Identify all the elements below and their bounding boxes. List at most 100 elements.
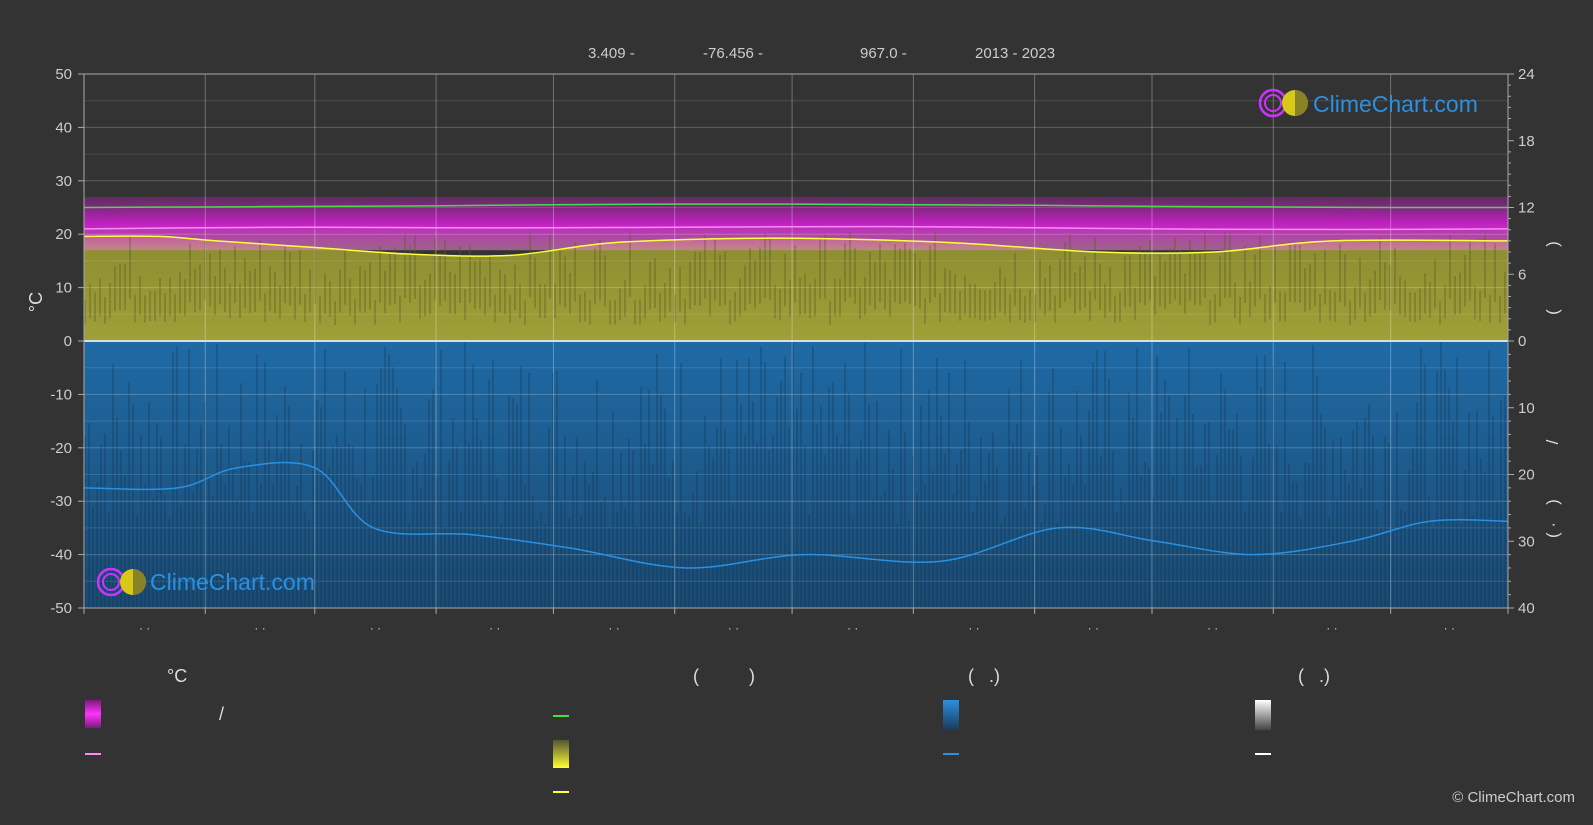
precip-texture-stripe (1452, 421, 1454, 608)
precip-texture-stripe (1336, 498, 1338, 608)
precip-texture-stripe (1068, 463, 1070, 608)
y-right-top-label-close: ) (1543, 241, 1562, 247)
precip-texture-stripe (888, 429, 890, 608)
precip-texture-stripe (1092, 362, 1094, 608)
precip-texture-stripe (88, 423, 90, 608)
logo-bottom-left[interactable]: ClimeChart.com (96, 567, 315, 597)
precip-texture-stripe (656, 354, 658, 608)
precip-texture-stripe (128, 381, 130, 608)
precip-texture-stripe (744, 434, 746, 608)
sunshine-texture-stripe (169, 278, 171, 316)
precip-texture-stripe (1168, 395, 1170, 608)
sunshine-texture-stripe (659, 292, 661, 322)
sunshine-texture-stripe (829, 300, 831, 325)
sunshine-texture-stripe (1429, 282, 1431, 318)
data-bands (84, 196, 1508, 608)
y-left-tick-label: 50 (55, 66, 72, 83)
precip-texture-stripe (1164, 380, 1166, 608)
precip-texture-stripe (876, 401, 878, 608)
sunshine-texture-stripe (934, 231, 936, 298)
sunshine-texture-stripe (564, 256, 566, 308)
legend-col1-header: °C (167, 666, 187, 686)
sunshine-texture-stripe (129, 234, 131, 299)
precip-texture-stripe (708, 445, 710, 608)
sunshine-texture-stripe (299, 250, 301, 305)
daylight-line (84, 203, 1508, 209)
precip-texture-stripe (1228, 429, 1230, 608)
precip-texture-stripe (424, 454, 426, 608)
precip-texture-stripe (96, 482, 98, 608)
precip-texture-stripe (308, 518, 310, 608)
sunshine-texture-stripe (1059, 258, 1061, 309)
sunshine-texture-stripe (724, 251, 726, 306)
sunshine-texture-stripe (899, 248, 901, 304)
sunshine-texture-stripe (259, 240, 261, 301)
precip-texture-stripe (820, 405, 822, 608)
precip-texture-stripe (536, 520, 538, 608)
sunshine-texture-stripe (469, 245, 471, 303)
sunshine-texture-stripe (234, 246, 236, 304)
legend-sunshine-band-swatch (553, 740, 569, 768)
precip-texture-stripe (544, 523, 546, 608)
precip-texture-stripe (412, 467, 414, 608)
sunshine-texture-stripe (669, 267, 671, 312)
precip-texture-stripe (344, 371, 346, 608)
sunshine-texture-stripe (384, 270, 386, 313)
precip-texture-stripe (252, 513, 254, 608)
precip-texture-stripe (1352, 430, 1354, 608)
sunshine-texture-stripe (1479, 290, 1481, 321)
sunshine-texture-stripe (1039, 259, 1041, 309)
precip-texture-stripe (700, 522, 702, 608)
precip-texture-stripe (520, 365, 522, 608)
precip-texture-stripe (1268, 443, 1270, 608)
precip-texture-stripe (1416, 402, 1418, 608)
precip-texture-stripe (164, 494, 166, 608)
sunshine-texture-stripe (1199, 251, 1201, 306)
sunshine-texture-stripe (1364, 292, 1366, 322)
precip-texture-stripe (496, 478, 498, 608)
precip-texture-stripe (944, 453, 946, 608)
precip-texture-stripe (620, 452, 622, 608)
precip-texture-stripe (632, 450, 634, 608)
sunshine-texture-stripe (1484, 232, 1486, 298)
precip-texture-stripe (268, 439, 270, 608)
precip-texture-stripe (1472, 516, 1474, 608)
precip-texture-stripe (1100, 456, 1102, 608)
precip-texture-stripe (1200, 465, 1202, 608)
precip-texture-stripe (548, 427, 550, 608)
sunshine-texture-stripe (1119, 292, 1121, 322)
precip-texture-stripe (1244, 511, 1246, 608)
sunshine-texture-stripe (1274, 245, 1276, 303)
precip-texture-stripe (996, 466, 998, 608)
sunshine-texture-stripe (94, 292, 96, 322)
precip-texture-stripe (112, 363, 114, 608)
sunshine-texture-stripe (1494, 243, 1496, 302)
sunshine-texture-stripe (154, 290, 156, 321)
precip-texture-stripe (180, 505, 182, 608)
precip-texture-stripe (1288, 463, 1290, 608)
sunshine-texture-stripe (264, 293, 266, 323)
precip-texture-stripe (384, 346, 386, 608)
sunshine-texture-stripe (1374, 270, 1376, 313)
precip-texture-stripe (936, 358, 938, 608)
sunshine-texture-stripe (159, 277, 161, 316)
precip-texture-stripe (1264, 355, 1266, 608)
x-tick-label: · · (968, 621, 979, 635)
precip-texture-stripe (732, 505, 734, 608)
sunshine-texture-stripe (1074, 272, 1076, 314)
logo-top-right[interactable]: ClimeChart.com (1258, 88, 1478, 118)
sunshine-texture-stripe (1034, 294, 1036, 323)
precip-texture-stripe (1124, 502, 1126, 608)
sunshine-texture-stripe (459, 245, 461, 303)
sunshine-texture-stripe (704, 234, 706, 299)
sunshine-texture-stripe (1299, 244, 1301, 303)
precip-texture-stripe (856, 458, 858, 608)
precip-texture-stripe (160, 436, 162, 608)
precip-texture-stripe (796, 409, 798, 608)
sunshine-texture-stripe (1049, 265, 1051, 311)
precip-texture-stripe (1320, 413, 1322, 608)
sunshine-texture-stripe (204, 238, 206, 301)
sunshine-texture-stripe (1219, 256, 1221, 308)
precip-texture-stripe (264, 362, 266, 608)
precip-texture-stripe (244, 462, 246, 608)
